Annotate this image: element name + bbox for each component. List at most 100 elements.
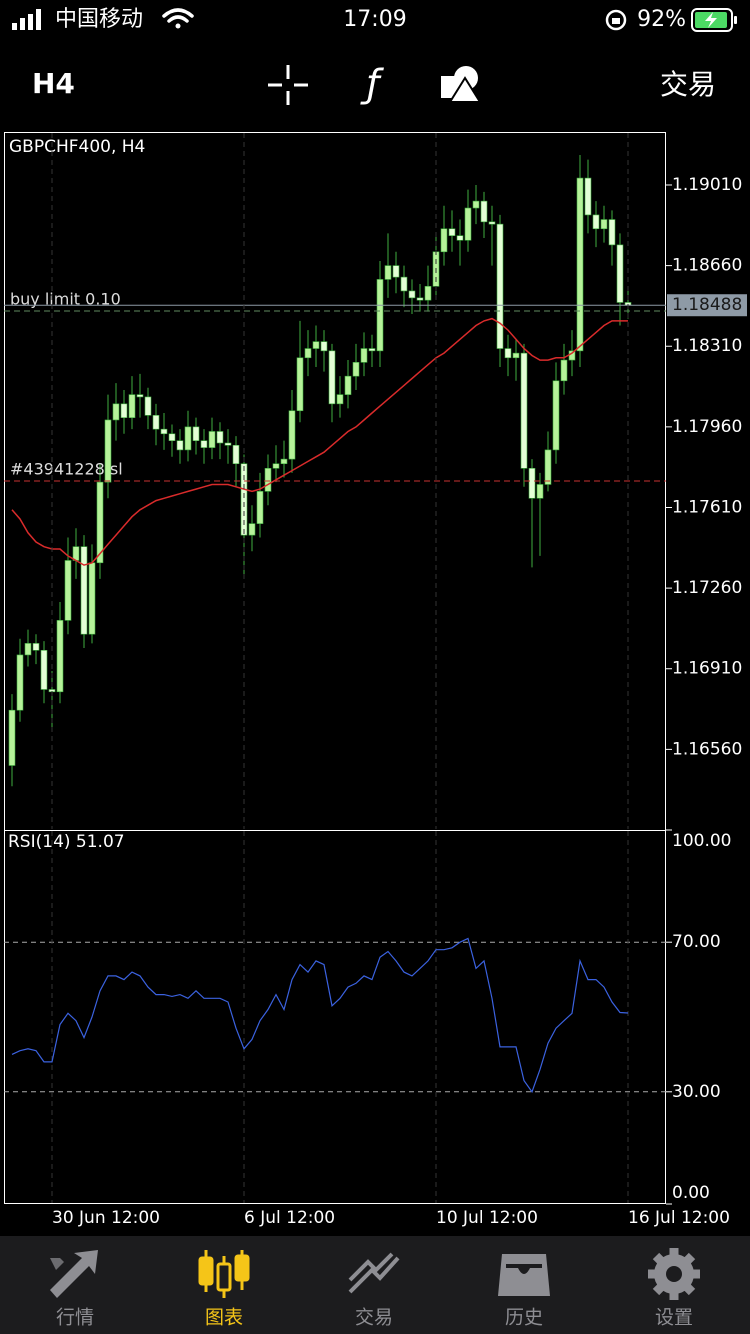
battery-level: 92% [637,7,686,32]
candle-body [208,431,216,448]
candle-body [72,546,80,561]
candle-body [152,415,160,430]
candle-body [248,523,256,536]
candle-body [232,444,240,465]
candle-body [504,348,512,359]
candle-body [400,276,408,292]
candle-body [392,265,400,278]
candle-body [112,403,120,421]
candle-body [608,219,616,246]
y-tick-label: 1.17960 [672,417,742,437]
y-tick-label: 1.17610 [672,497,742,517]
candle-body [472,200,480,209]
candle-body [328,350,336,405]
settings-tab-icon[interactable] [648,1248,700,1300]
clock: 17:09 [343,7,406,32]
candle-body [16,654,24,711]
candle-body [408,290,416,299]
candle-body [32,643,40,651]
candle-body [344,375,352,395]
trade-tab-icon[interactable] [348,1252,400,1294]
chart-tab-icon[interactable] [198,1250,250,1298]
x-tick-label: 30 Jun 12:00 [52,1208,160,1228]
candle-body [464,207,472,241]
quotes-tab-icon[interactable] [50,1250,98,1298]
candle-body [192,426,200,441]
timeframe-button[interactable]: H4 [32,67,75,100]
candle-body [544,449,552,485]
candle-body [40,650,48,690]
candle-body [416,297,424,301]
tab-label[interactable]: 历史 [505,1307,543,1329]
candle-body [8,709,16,766]
tab-label[interactable]: 交易 [355,1307,393,1329]
candle-body [480,200,488,223]
candle-body [176,440,184,451]
wifi-icon [162,8,194,29]
objects-button[interactable] [441,66,482,103]
crosshair-button[interactable] [268,65,308,105]
candle-body [264,468,272,492]
candle-body [576,177,584,352]
battery-icon [691,8,737,32]
candle-body [384,265,392,280]
history-tab-icon[interactable] [498,1254,550,1296]
y-tick-label: 100.00 [672,831,731,851]
tab-label[interactable]: 设置 [655,1307,693,1329]
chart-title: RSI(14) 51.07 [8,832,125,852]
x-tick-label: 6 Jul 12:00 [244,1208,335,1228]
candle-body [88,562,96,635]
candle-body [360,348,368,363]
candle-body [120,403,128,418]
price-tag [667,294,747,317]
candle-body [184,426,192,451]
carrier: 中国移动 [55,7,143,32]
candle-body [256,491,264,524]
tab-bar [0,1236,750,1334]
candle-body [592,214,600,230]
candle-body [584,177,592,216]
candle-body [456,235,464,241]
signal-icon [12,9,41,30]
candle-body [448,228,456,236]
rsi-line [11,937,629,1094]
x-tick-label: 16 Jul 12:00 [628,1208,730,1228]
tab-label[interactable]: 行情 [56,1307,94,1329]
candle-body [336,394,344,405]
x-tick-label: 10 Jul 12:00 [436,1208,538,1228]
y-tick-label: 30.00 [672,1082,721,1102]
candle-body [168,433,176,441]
candle-body [272,463,280,469]
candle-body [224,442,232,446]
order-label: buy limit 0.10 [10,289,121,308]
candle-body [536,484,544,499]
moving-average [11,317,628,566]
candle-body [488,221,496,225]
candle-body [376,279,384,352]
trade-button[interactable]: 交易 [660,68,716,101]
y-tick-label: 70.00 [672,932,721,952]
chart-frame [4,132,666,1204]
candle-body [352,362,360,377]
candle-body [24,643,32,656]
y-tick-label: 1.16910 [672,659,742,679]
candle-body [496,223,504,349]
candle-body [520,352,528,469]
rotation-lock-icon [605,9,627,31]
candle-body [104,419,112,483]
order-label: #43941228 sl [10,460,123,479]
y-tick-label: 1.18310 [672,336,742,356]
y-tick-label: 1.16560 [672,739,742,759]
tab-label[interactable]: 图表 [205,1307,243,1329]
candle-body [80,546,88,635]
candle-body [136,394,144,398]
candle-body [56,620,64,693]
candle-body [600,219,608,230]
candle-body [296,357,304,412]
candle-body [216,431,224,444]
candle-body [240,463,248,536]
plot: GBPCHF400, H4 1.19010 1.18660 1.18310 1.1796… [4,133,747,1228]
